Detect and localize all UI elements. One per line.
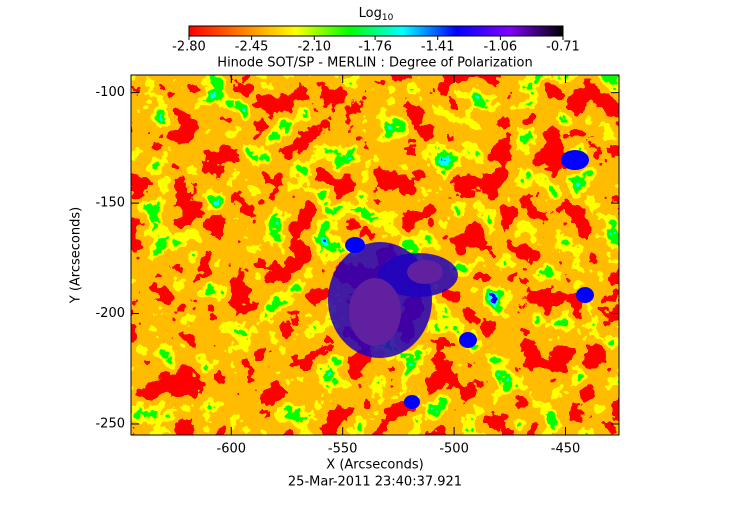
y-tick-label: -100: [95, 85, 125, 100]
colorbar-tick-label: -2.45: [235, 40, 269, 55]
colorbar-tick-label: -2.80: [172, 40, 206, 55]
plot-frame: [130, 74, 620, 436]
colorbar-tick-label: -2.10: [297, 40, 331, 55]
x-tick-label: -550: [328, 442, 358, 457]
y-tick-label: -200: [95, 306, 125, 321]
y-axis-label: Y (Arcseconds): [69, 207, 84, 304]
x-axis-label: X (Arcseconds): [326, 458, 423, 473]
colorbar-tick-label: -1.06: [484, 40, 518, 55]
footer: 25-Mar-2011 23:40:37.921: [288, 475, 462, 490]
colorbar: [188, 25, 564, 37]
chart-title: Hinode SOT/SP - MERLIN : Degree of Polar…: [217, 56, 532, 71]
x-tick-label: -500: [439, 442, 469, 457]
colorbar-tick-label: -1.41: [421, 40, 455, 55]
y-tick-label: -150: [95, 196, 125, 211]
sunspot: [328, 150, 594, 409]
image: [131, 75, 619, 435]
y-tick-label: -250: [95, 416, 125, 431]
colorbar-tick-label: -1.76: [358, 40, 392, 55]
colorbar-tick-label: -0.71: [546, 40, 580, 55]
colorbar-label: Log10: [359, 6, 394, 23]
x-tick-label: -450: [551, 442, 581, 457]
x-tick-label: -600: [217, 442, 247, 457]
